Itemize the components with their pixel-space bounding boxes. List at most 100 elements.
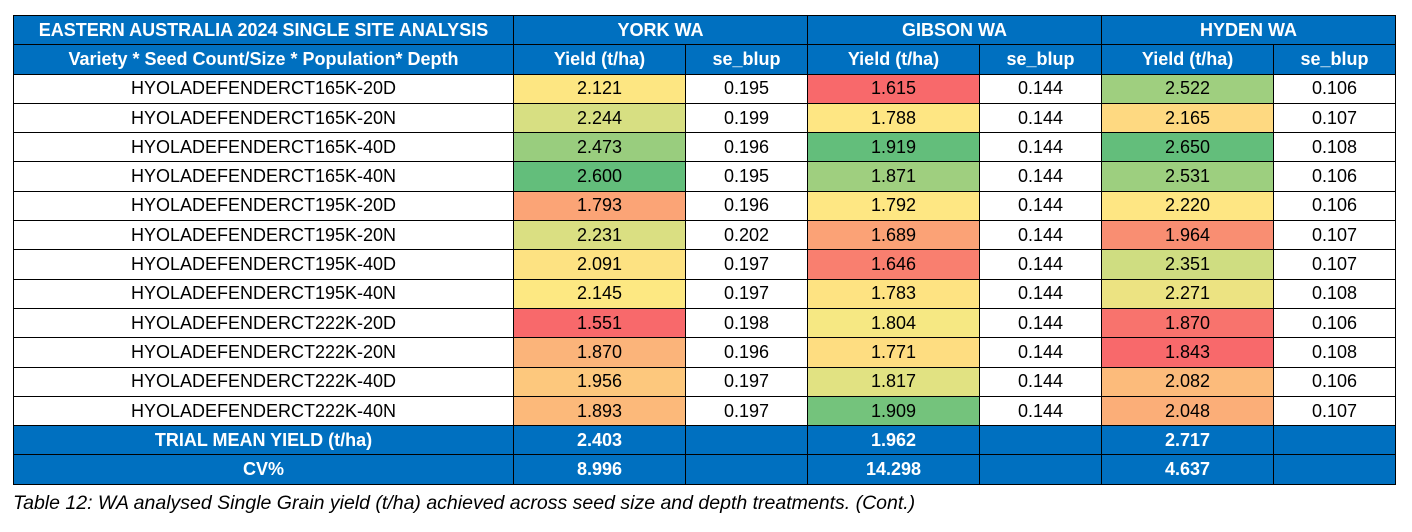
se-blup-cell: 0.144 xyxy=(979,249,1103,280)
se-blup-cell: 0.144 xyxy=(979,102,1103,134)
se-blup-cell: 0.106 xyxy=(1273,366,1397,397)
yield-cell: 1.689 xyxy=(807,220,981,251)
yield-cell: 2.145 xyxy=(513,278,686,309)
se-blup-cell: 0.107 xyxy=(1273,249,1397,280)
footer-empty-cell xyxy=(1273,454,1397,485)
yield-cell: 1.964 xyxy=(1101,220,1275,251)
yield-cell: 1.551 xyxy=(513,307,686,339)
footer-empty-cell xyxy=(979,425,1103,456)
yield-cell: 1.788 xyxy=(807,102,981,134)
se-blup-cell: 0.144 xyxy=(979,190,1103,222)
se-blup-cell: 0.144 xyxy=(979,307,1103,339)
yield-cell: 2.244 xyxy=(513,102,686,134)
yield-cell: 2.121 xyxy=(513,73,686,104)
yield-cell: 1.771 xyxy=(807,337,981,368)
table-row: HYOLADEFENDERCT195K-20N 2.231 0.202 1.689 0.… xyxy=(13,220,1397,251)
yield-cell: 1.870 xyxy=(1101,307,1275,339)
yield-cell: 2.048 xyxy=(1101,395,1275,427)
se-blup-cell: 0.196 xyxy=(684,132,809,163)
yield-cell: 1.804 xyxy=(807,307,981,339)
se-blup-cell: 0.106 xyxy=(1273,161,1397,192)
yield-cell: 1.870 xyxy=(513,337,686,368)
site-header-gibson: GIBSON WA xyxy=(807,14,1103,46)
footer-empty-cell xyxy=(684,454,809,485)
footer-value: 2.403 xyxy=(513,425,686,456)
variety-cell: HYOLADEFENDERCT165K-40N xyxy=(13,161,514,192)
yield-cell: 2.220 xyxy=(1101,190,1275,222)
se-blup-cell: 0.198 xyxy=(684,307,809,339)
yield-cell: 2.650 xyxy=(1101,132,1275,163)
se-blup-cell: 0.197 xyxy=(684,249,809,280)
se-blup-cell: 0.195 xyxy=(684,161,809,192)
se-blup-cell: 0.144 xyxy=(979,395,1103,427)
se-blup-cell: 0.195 xyxy=(684,73,809,104)
se-blup-cell: 0.144 xyxy=(979,132,1103,163)
column-header-yield: Yield (t/ha) xyxy=(1101,44,1275,75)
yield-cell: 1.783 xyxy=(807,278,981,309)
se-blup-cell: 0.199 xyxy=(684,102,809,134)
variety-cell: HYOLADEFENDERCT195K-40N xyxy=(13,278,514,309)
variety-cell: HYOLADEFENDERCT222K-20D xyxy=(13,307,514,339)
table-row: HYOLADEFENDERCT222K-20N 1.870 0.196 1.771 0.… xyxy=(13,337,1397,368)
yield-cell: 2.351 xyxy=(1101,249,1275,280)
yield-cell: 1.646 xyxy=(807,249,981,280)
se-blup-cell: 0.107 xyxy=(1273,395,1397,427)
se-blup-cell: 0.108 xyxy=(1273,132,1397,163)
se-blup-cell: 0.202 xyxy=(684,220,809,251)
se-blup-cell: 0.107 xyxy=(1273,102,1397,134)
variety-cell: HYOLADEFENDERCT165K-40D xyxy=(13,132,514,163)
column-header-se-blup: se_blup xyxy=(1273,44,1397,75)
footer-value: 14.298 xyxy=(807,454,981,485)
table-row: HYOLADEFENDERCT165K-40D 2.473 0.196 1.919 0.… xyxy=(13,132,1397,163)
variety-cell: HYOLADEFENDERCT195K-20N xyxy=(13,220,514,251)
se-blup-cell: 0.197 xyxy=(684,278,809,309)
variety-cell: HYOLADEFENDERCT165K-20D xyxy=(13,73,514,104)
table-row: HYOLADEFENDERCT222K-40N 1.893 0.197 1.909 0.… xyxy=(13,395,1397,427)
se-blup-cell: 0.106 xyxy=(1273,190,1397,222)
yield-cell: 2.091 xyxy=(513,249,686,280)
table-row: HYOLADEFENDERCT165K-40N 2.600 0.195 1.871 0.… xyxy=(13,161,1397,192)
se-blup-cell: 0.196 xyxy=(684,337,809,368)
table-row: HYOLADEFENDERCT165K-20N 2.244 0.199 1.788 0.… xyxy=(13,102,1397,134)
yield-cell: 2.522 xyxy=(1101,73,1275,104)
table-body: HYOLADEFENDERCT165K-20D 2.121 0.195 1.615 0.… xyxy=(13,73,1397,427)
table-row: HYOLADEFENDERCT222K-20D 1.551 0.198 1.804 0.… xyxy=(13,307,1397,339)
yield-cell: 1.793 xyxy=(513,190,686,222)
yield-cell: 2.231 xyxy=(513,220,686,251)
footer-label: CV% xyxy=(13,454,514,485)
column-header-yield: Yield (t/ha) xyxy=(513,44,686,75)
site-header-york: YORK WA xyxy=(512,14,809,46)
table-footer: TRIAL MEAN YIELD (t/ha) 2.403 1.962 2.717 CV… xyxy=(13,425,1397,485)
row-header-label: Variety * Seed Count/Size * Population* … xyxy=(13,44,514,75)
yield-cell: 1.893 xyxy=(513,395,686,427)
variety-cell: HYOLADEFENDERCT222K-40D xyxy=(13,366,514,397)
yield-cell: 2.271 xyxy=(1101,278,1275,309)
se-blup-cell: 0.144 xyxy=(979,366,1103,397)
se-blup-cell: 0.107 xyxy=(1273,220,1397,251)
yield-cell: 1.956 xyxy=(513,366,686,397)
se-blup-cell: 0.106 xyxy=(1273,73,1397,104)
se-blup-cell: 0.108 xyxy=(1273,278,1397,309)
site-header-hyden: HYDEN WA xyxy=(1101,14,1397,46)
table-row: HYOLADEFENDERCT195K-20D 1.793 0.196 1.792 0.… xyxy=(13,190,1397,222)
yield-cell: 2.165 xyxy=(1101,102,1275,134)
table-row: HYOLADEFENDERCT195K-40D 2.091 0.197 1.646 0.… xyxy=(13,249,1397,280)
footer-value: 1.962 xyxy=(807,425,981,456)
yield-cell: 1.909 xyxy=(807,395,981,427)
footer-empty-cell xyxy=(1273,425,1397,456)
se-blup-cell: 0.106 xyxy=(1273,307,1397,339)
footer-label: TRIAL MEAN YIELD (t/ha) xyxy=(13,425,514,456)
se-blup-cell: 0.197 xyxy=(684,395,809,427)
column-header-se-blup: se_blup xyxy=(979,44,1103,75)
table-title: EASTERN AUSTRALIA 2024 SINGLE SITE ANALY… xyxy=(13,14,514,46)
se-blup-cell: 0.196 xyxy=(684,190,809,222)
yield-cell: 1.817 xyxy=(807,366,981,397)
table-row: HYOLADEFENDERCT195K-40N 2.145 0.197 1.783 0.… xyxy=(13,278,1397,309)
yield-table: EASTERN AUSTRALIA 2024 SINGLE SITE ANALY… xyxy=(13,14,1397,485)
yield-cell: 2.082 xyxy=(1101,366,1275,397)
variety-cell: HYOLADEFENDERCT165K-20N xyxy=(13,102,514,134)
footer-value: 4.637 xyxy=(1101,454,1275,485)
column-header-se-blup: se_blup xyxy=(684,44,809,75)
header-row-columns: Variety * Seed Count/Size * Population* … xyxy=(13,44,1397,75)
yield-cell: 2.531 xyxy=(1101,161,1275,192)
